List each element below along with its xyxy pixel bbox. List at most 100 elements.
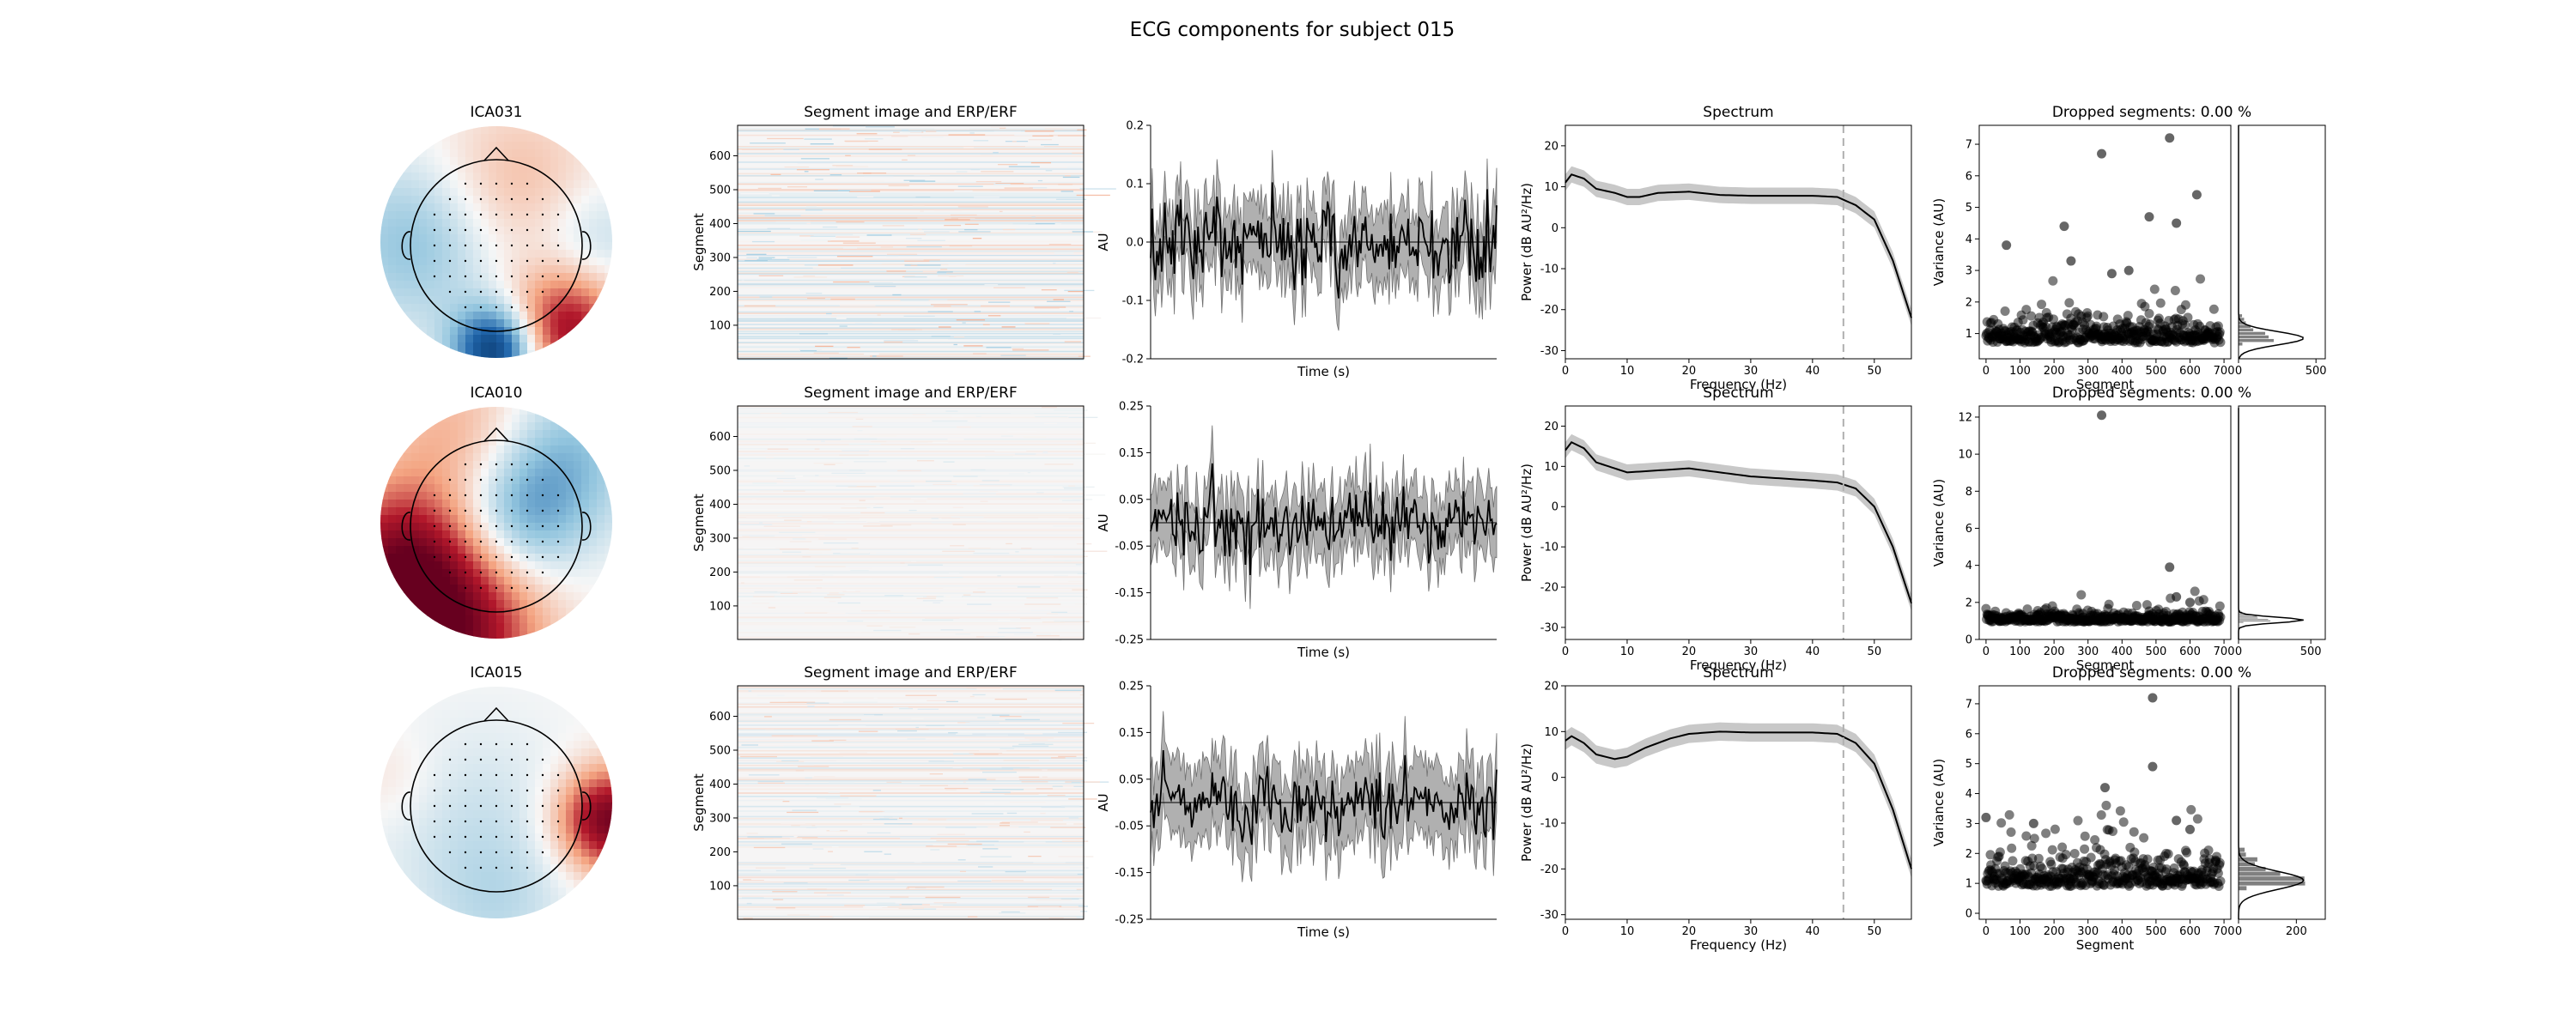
topomap-cell xyxy=(404,500,412,508)
topomap-cell xyxy=(404,764,412,772)
topomap-cell xyxy=(535,273,544,282)
segment-speck xyxy=(762,588,786,590)
topomap-cell xyxy=(427,608,435,616)
segment-stripe xyxy=(738,716,1084,718)
segment-stripe xyxy=(738,298,1084,300)
topomap-cell xyxy=(605,895,612,904)
segment-ytick-label: 600 xyxy=(709,150,731,163)
topomap-cell xyxy=(450,702,459,711)
sensor-dot xyxy=(464,197,467,201)
sensor-dot xyxy=(479,586,483,590)
segment-stripe xyxy=(738,337,1084,340)
segment-speck xyxy=(934,209,963,211)
topomap-cell xyxy=(489,787,497,796)
topomap-cell xyxy=(574,430,582,439)
variance-ytick-label: 2 xyxy=(1965,597,1972,609)
topomap-cell xyxy=(519,319,528,328)
topomap-cell xyxy=(581,864,590,873)
topomap-cell xyxy=(558,864,567,873)
segment-speck xyxy=(1058,639,1062,641)
topomap-cell xyxy=(574,350,582,358)
topomap-cell xyxy=(411,461,420,470)
sensor-dot xyxy=(526,290,529,294)
segment-speck xyxy=(993,184,1011,185)
variance-ytick-label: 6 xyxy=(1965,170,1972,183)
topomap-cell xyxy=(458,795,466,803)
topomap-cell xyxy=(396,779,404,788)
topomap-cell xyxy=(496,687,505,695)
topomap-cell xyxy=(396,304,404,312)
segment-stripe xyxy=(738,782,1084,785)
topomap-cell xyxy=(465,342,474,351)
segment-speck xyxy=(888,185,909,187)
topomap-cell xyxy=(427,702,435,711)
topomap-cell xyxy=(496,841,505,850)
segment-speck xyxy=(879,485,914,487)
topomap-cell xyxy=(527,710,536,718)
segment-stripe xyxy=(738,687,1084,688)
segment-speck xyxy=(937,272,947,274)
topomap-cell xyxy=(450,492,459,500)
segment-ylabel: Segment xyxy=(691,213,707,271)
topomap-cell xyxy=(581,258,590,266)
topomap-cell xyxy=(597,312,605,320)
topomap-cell xyxy=(550,841,559,850)
topomap-cell xyxy=(396,810,404,819)
segment-stripe xyxy=(738,201,1084,203)
histogram-xtick-label: 0 xyxy=(2235,645,2242,658)
segment-speck xyxy=(1029,187,1048,189)
segment-stripe xyxy=(738,494,1084,496)
topomap-cell xyxy=(496,623,505,632)
topomap-cell xyxy=(519,173,528,181)
topomap-cell xyxy=(427,219,435,227)
topomap-cell xyxy=(481,849,489,857)
topomap-cell xyxy=(512,577,520,585)
topomap-cell xyxy=(566,725,574,734)
topomap-cell xyxy=(550,157,559,166)
topomap-cell xyxy=(597,725,605,734)
segment-speck xyxy=(1068,580,1082,583)
segment-stripe xyxy=(738,218,1084,221)
topomap-cell xyxy=(465,250,474,258)
topomap-cell xyxy=(458,888,466,896)
topomap-cell xyxy=(489,592,497,601)
sensor-dot xyxy=(433,275,436,278)
topomap-cell xyxy=(419,211,428,220)
topomap-cell xyxy=(419,523,428,531)
topomap-cell xyxy=(411,592,420,601)
topomap-cell xyxy=(427,795,435,803)
topomap-cell xyxy=(527,219,536,227)
topomap-cell xyxy=(411,227,420,235)
topomap-cell xyxy=(504,554,513,562)
topomap-cell xyxy=(458,149,466,158)
topomap-cell xyxy=(458,779,466,788)
topomap-cell xyxy=(489,227,497,235)
topomap-cell xyxy=(442,554,451,562)
topomap-cell xyxy=(450,600,459,609)
topomap-cell xyxy=(512,592,520,601)
topomap-cell xyxy=(527,500,536,508)
variance-xtick-label: 700 xyxy=(2214,645,2235,658)
topomap-cell xyxy=(597,149,605,158)
topomap-cell xyxy=(605,445,612,454)
topomap-cell xyxy=(504,126,513,135)
segment-speck xyxy=(890,480,911,482)
topomap-cell xyxy=(489,492,497,500)
sensor-dot xyxy=(479,197,483,201)
topomap-cell xyxy=(574,608,582,616)
sensor-dot xyxy=(464,804,467,808)
sensor-dot xyxy=(433,540,436,543)
segment-stripe xyxy=(738,459,1084,462)
topomap-cell xyxy=(380,407,389,415)
topomap-cell xyxy=(527,818,536,827)
segment-stripe xyxy=(738,697,1084,699)
segment-stripe xyxy=(738,735,1084,736)
topomap-cell xyxy=(581,180,590,189)
topomap-cell xyxy=(589,903,598,912)
segment-speck xyxy=(931,304,968,306)
topomap-cell xyxy=(481,779,489,788)
topomap-cell xyxy=(404,895,412,904)
topomap-cell xyxy=(543,335,551,343)
sensor-dot xyxy=(510,259,513,263)
topomap-cell xyxy=(465,849,474,857)
